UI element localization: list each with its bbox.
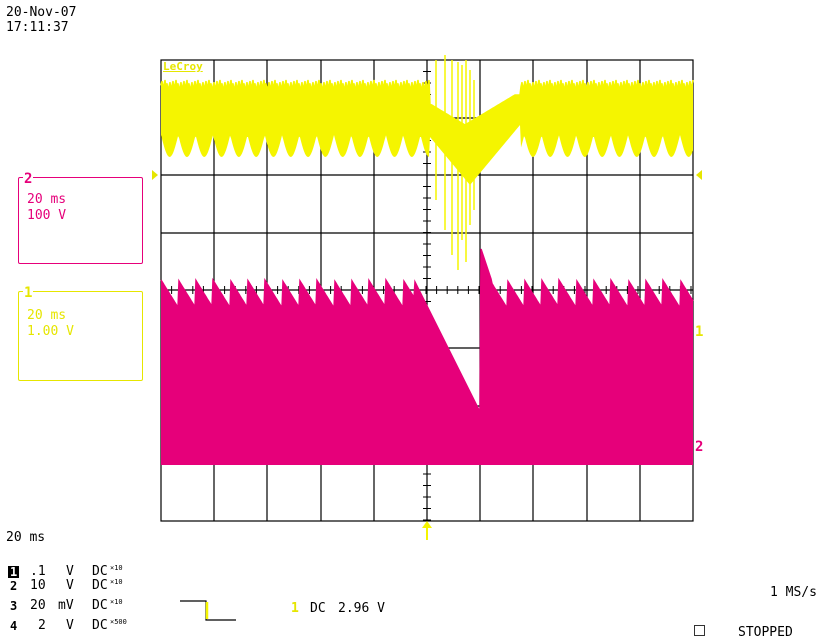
- probe-attenuation: ×10: [110, 564, 123, 572]
- channel-coupling: DC: [92, 618, 108, 633]
- ch1-timebase: 20 ms: [27, 308, 67, 323]
- channel-unit: mV: [58, 598, 74, 613]
- capture-date: 20-Nov-07: [6, 5, 77, 20]
- channel-unit: V: [66, 564, 74, 579]
- acquisition-status: STOPPED: [738, 625, 793, 640]
- ch2-ground-marker: 2: [695, 439, 704, 455]
- ch1-tag: 1: [23, 285, 34, 301]
- sample-rate: 1 MS/s: [770, 585, 817, 600]
- channel-number: 3: [10, 599, 18, 613]
- trigger-level: 2.96 V: [338, 601, 385, 616]
- capture-time: 17:11:37: [6, 20, 69, 35]
- ch2-info-box[interactable]: 2 20 ms 100 V: [18, 172, 143, 264]
- ch1-trace: [160, 55, 694, 270]
- ch2-tag: 2: [23, 171, 34, 187]
- ch1-scale: 1.00 V: [27, 324, 74, 339]
- channel-coupling: DC: [92, 564, 108, 579]
- channel-coupling: DC: [92, 578, 108, 593]
- ch1-right-offset-marker: [696, 170, 702, 180]
- channel-number: 1: [8, 565, 20, 579]
- channel-coupling: DC: [92, 598, 108, 613]
- ch1-ground-marker: 1: [695, 324, 704, 340]
- channel-scale: 2: [38, 618, 46, 633]
- trigger-coupling: DC: [310, 601, 326, 616]
- channel-scale: 10: [30, 578, 46, 593]
- trigger-position-arrow: [422, 521, 432, 540]
- probe-attenuation: ×500: [110, 618, 127, 626]
- channel-number: 4: [10, 619, 18, 633]
- acquisition-status-indicator[interactable]: [694, 625, 705, 636]
- channel-scale: .1: [30, 564, 46, 579]
- trigger-channel: 1: [291, 601, 299, 616]
- ch2-scale: 100 V: [27, 208, 67, 223]
- channel-number: 2: [10, 579, 18, 593]
- brand-logo: LeCroy: [163, 60, 203, 73]
- channel-unit: V: [66, 578, 74, 593]
- ch2-timebase: 20 ms: [27, 192, 67, 207]
- probe-attenuation: ×10: [110, 598, 123, 606]
- ch1-info-box[interactable]: 1 20 ms 1.00 V: [18, 286, 143, 381]
- ch1-left-offset-marker: [152, 170, 158, 180]
- footer-timebase: 20 ms: [6, 530, 46, 545]
- channel-scale: 20: [30, 598, 46, 613]
- channel-unit: V: [66, 618, 74, 633]
- ch2-trace: [160, 248, 694, 465]
- trigger-edge-icon: [180, 600, 236, 621]
- probe-attenuation: ×10: [110, 578, 123, 586]
